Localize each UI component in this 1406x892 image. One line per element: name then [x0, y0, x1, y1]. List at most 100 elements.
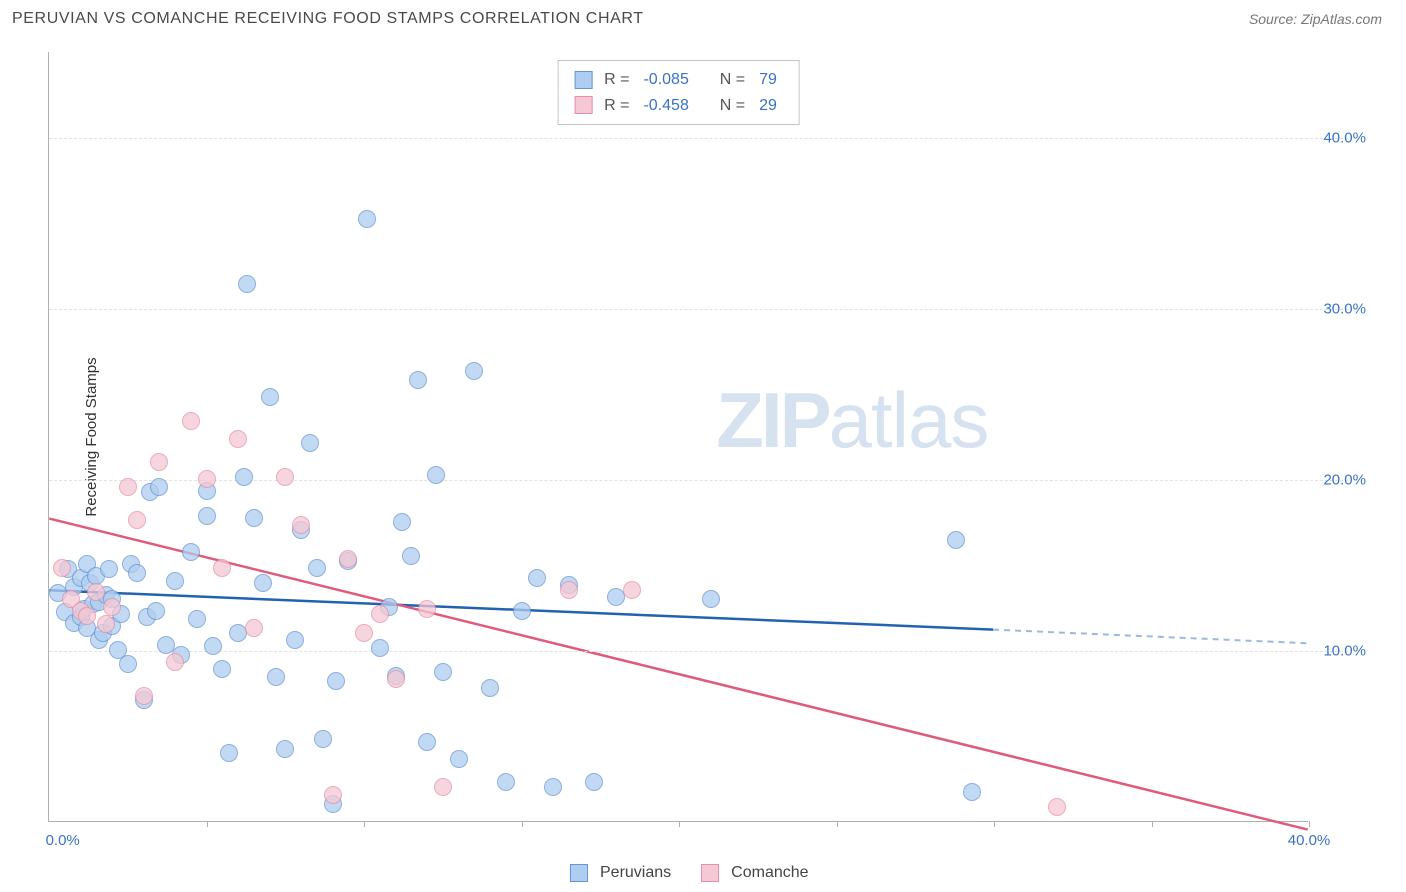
legend-r-label: R = [604, 93, 629, 119]
scatter-point [371, 639, 389, 657]
scatter-point [528, 569, 546, 587]
correlation-legend: R =-0.085 N =79R =-0.458 N =29 [557, 60, 800, 125]
scatter-point [434, 778, 452, 796]
scatter-point [402, 547, 420, 565]
legend-n-value: 29 [759, 93, 777, 119]
scatter-point [497, 773, 515, 791]
legend-swatch [574, 71, 592, 89]
legend-n-label: N = [720, 93, 745, 119]
scatter-point [150, 478, 168, 496]
scatter-point [623, 581, 641, 599]
x-tick [522, 821, 523, 827]
scatter-point [947, 531, 965, 549]
scatter-point [254, 574, 272, 592]
scatter-point [103, 598, 121, 616]
scatter-point [544, 778, 562, 796]
scatter-point [238, 275, 256, 293]
scatter-point [119, 655, 137, 673]
x-tick [207, 821, 208, 827]
x-tick [679, 821, 680, 827]
scatter-point [220, 744, 238, 762]
x-tick-label: 0.0% [46, 832, 80, 849]
y-tick-label: 10.0% [1323, 642, 1366, 659]
scatter-point [276, 468, 294, 486]
watermark-rest: atlas [829, 376, 989, 464]
scatter-point [150, 453, 168, 471]
scatter-point [135, 687, 153, 705]
legend-item: Comanche [701, 864, 808, 882]
scatter-point [301, 434, 319, 452]
scatter-point [182, 543, 200, 561]
scatter-point [465, 362, 483, 380]
series-legend: Peruvians Comanche [570, 864, 809, 882]
legend-r-value: -0.085 [643, 67, 688, 93]
scatter-point [166, 572, 184, 590]
scatter-point [53, 559, 71, 577]
scatter-point [327, 672, 345, 690]
watermark-bold: ZIP [716, 376, 828, 464]
scatter-point [100, 560, 118, 578]
scatter-point [314, 730, 332, 748]
legend-label: Peruvians [600, 864, 671, 882]
scatter-point [702, 590, 720, 608]
scatter-point [324, 786, 342, 804]
scatter-point [128, 564, 146, 582]
scatter-point [427, 466, 445, 484]
y-tick-label: 40.0% [1323, 129, 1366, 146]
legend-row: R = -0.458 N = 29 [574, 93, 783, 119]
scatter-point [245, 619, 263, 637]
gridline [49, 309, 1348, 310]
scatter-point [308, 559, 326, 577]
scatter-point [213, 559, 231, 577]
scatter-point [418, 600, 436, 618]
scatter-point [358, 210, 376, 228]
scatter-point [235, 468, 253, 486]
scatter-point [128, 511, 146, 529]
scatter-point [450, 750, 468, 768]
y-tick-label: 20.0% [1323, 471, 1366, 488]
scatter-point [204, 637, 222, 655]
scatter-point [409, 371, 427, 389]
scatter-point [387, 670, 405, 688]
scatter-point [267, 668, 285, 686]
scatter-point [229, 430, 247, 448]
scatter-point [245, 509, 263, 527]
scatter-point [97, 615, 115, 633]
scatter-point [292, 516, 310, 534]
legend-label: Comanche [731, 864, 808, 882]
scatter-point [261, 388, 279, 406]
scatter-point [371, 605, 389, 623]
chart-title: PERUVIAN VS COMANCHE RECEIVING FOOD STAM… [12, 10, 644, 28]
watermark: ZIPatlas [716, 375, 988, 466]
legend-swatch [574, 96, 592, 114]
chart-container: Receiving Food Stamps ZIPatlas R =-0.085… [48, 52, 1348, 822]
y-tick-label: 30.0% [1323, 300, 1366, 317]
scatter-point [198, 507, 216, 525]
scatter-point [393, 513, 411, 531]
legend-row: R =-0.085 N =79 [574, 67, 783, 93]
x-tick-label: 40.0% [1288, 832, 1331, 849]
scatter-point [198, 470, 216, 488]
scatter-point [87, 583, 105, 601]
gridline [49, 138, 1348, 139]
scatter-point [355, 624, 373, 642]
scatter-point [147, 602, 165, 620]
source-attribution: Source: ZipAtlas.com [1249, 11, 1382, 27]
scatter-point [585, 773, 603, 791]
legend-r-value: -0.458 [643, 93, 688, 119]
plot-area: ZIPatlas R =-0.085 N =79R =-0.458 N =29 … [48, 52, 1308, 822]
legend-r-label: R = [604, 67, 629, 93]
scatter-point [339, 550, 357, 568]
gridline [49, 651, 1348, 652]
scatter-point [560, 581, 578, 599]
scatter-point [182, 412, 200, 430]
scatter-point [78, 607, 96, 625]
legend-item: Peruvians [570, 864, 671, 882]
scatter-point [166, 653, 184, 671]
x-tick [994, 821, 995, 827]
scatter-point [963, 783, 981, 801]
scatter-point [213, 660, 231, 678]
legend-swatch [570, 864, 588, 882]
scatter-point [188, 610, 206, 628]
x-tick [364, 821, 365, 827]
